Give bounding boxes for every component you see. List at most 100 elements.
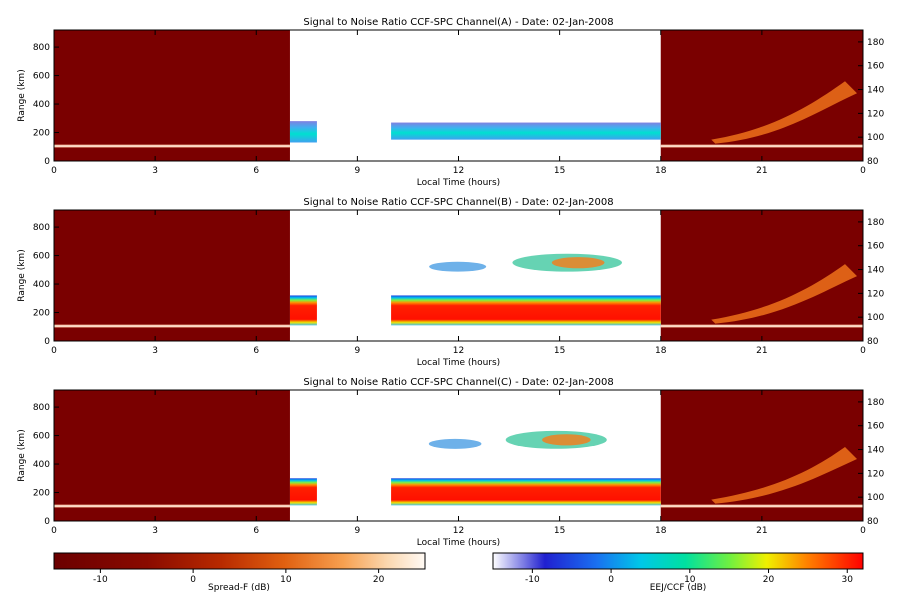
eej-ccf-layer [391,122,661,140]
eej-ccf-layer [391,478,661,506]
eej-ccf-layer [391,295,661,326]
colorbar-tick-label: 0 [190,575,196,585]
eej-ccf-colorbar-ticks: -10 0 10 20 30 [525,569,853,585]
spread-f-background [54,30,290,161]
eej-ccf-colorbar: -10 0 10 20 30 EEJ/CCF (dB) [492,552,864,593]
colorbar-tick-label: 30 [842,575,854,585]
y-right-tick-label: 80 [867,517,879,527]
x-tick-label: 21 [756,526,767,536]
x-tick-label: 0 [51,166,57,176]
x-tick-label: 6 [253,346,259,356]
panels-layer: Signal to Noise Ratio CCF-SPC Channel(A)… [17,17,884,548]
y-left-tick-label: 0 [44,517,50,527]
ccf-echo-core [551,257,605,269]
ccf-echo-core [542,434,591,446]
y-right-tick-label: 140 [867,446,884,456]
y-left-tick-label: 0 [44,157,50,167]
x-tick-label: 9 [355,526,361,536]
x-tick-label: 18 [655,526,667,536]
x-axis-label: Local Time (hours) [417,538,500,548]
y-left-tick-label: 200 [33,129,50,139]
colorbar-tick-label: 10 [280,575,292,585]
y-left-tick-label: 400 [33,280,50,290]
x-tick-label: 9 [355,346,361,356]
panel-title: Signal to Noise Ratio CCF-SPC Channel(A)… [303,17,613,28]
y-left-tick-label: 800 [33,223,50,233]
ccf-echo-west [429,261,487,272]
spread-f-colorbar-label: Spread-F (dB) [208,583,270,593]
x-tick-label: 12 [453,346,464,356]
y-right-tick-label: 180 [867,218,884,228]
y-left-tick-label: 200 [33,309,50,319]
colorbar-tick-label: -10 [93,575,108,585]
y-right-tick-label: 140 [867,266,884,276]
ccf-echo-west [428,438,482,449]
x-tick-label: 12 [453,166,464,176]
y-left-tick-label: 0 [44,337,50,347]
x-axis-label: Local Time (hours) [417,358,500,368]
x-tick-label: 15 [554,346,565,356]
y-left-tick-label: 200 [33,489,50,499]
x-tick-label: 0 [51,526,57,536]
panel-1: Signal to Noise Ratio CCF-SPC Channel(B)… [17,197,884,368]
x-axis-label: Local Time (hours) [417,178,500,188]
x-tick-label: 0 [860,526,866,536]
y-left-tick-label: 800 [33,43,50,53]
y-right-tick-label: 120 [867,109,884,119]
y-left-tick-label: 400 [33,100,50,110]
y-right-tick-label: 140 [867,86,884,96]
y-right-tick-label: 120 [867,469,884,479]
panel-title: Signal to Noise Ratio CCF-SPC Channel(B)… [303,197,613,208]
x-tick-label: 3 [152,346,158,356]
colorbar-tick-label: -10 [525,575,540,585]
y-right-tick-label: 100 [867,313,884,323]
x-tick-label: 3 [152,526,158,536]
y-left-tick-label: 600 [33,432,50,442]
y-axis-label: Range (km) [17,249,27,301]
panel-2: Signal to Noise Ratio CCF-SPC Channel(C)… [17,377,884,548]
y-axis-label: Range (km) [17,429,27,481]
eej-ccf-layer [289,295,317,326]
spread-f-colorbar: -10 0 10 20 Spread-F (dB) [53,552,426,593]
x-tick-label: 18 [655,346,667,356]
eej-ccf-colorbar-label: EEJ/CCF (dB) [650,583,707,593]
panel-0: Signal to Noise Ratio CCF-SPC Channel(A)… [17,17,884,188]
x-tick-label: 0 [860,166,866,176]
y-left-tick-label: 800 [33,403,50,413]
y-right-tick-label: 120 [867,289,884,299]
x-tick-label: 12 [453,526,464,536]
colorbar-tick-label: 10 [684,575,696,585]
y-left-tick-label: 400 [33,460,50,470]
eej-ccf-layer [289,121,317,143]
x-tick-label: 15 [554,526,565,536]
panel-title: Signal to Noise Ratio CCF-SPC Channel(C)… [303,377,613,388]
eej-ccf-layer [289,478,317,506]
spread-f-plume [711,264,857,324]
y-right-tick-label: 100 [867,133,884,143]
spread-f-colorbar-gradient [53,552,426,570]
x-tick-label: 0 [51,346,57,356]
spread-f-plume [711,446,857,504]
spread-f-colorbar-ticks: -10 0 10 20 [93,569,385,585]
spread-f-background [660,390,863,521]
x-tick-label: 21 [756,346,767,356]
eej-ccf-colorbar-gradient [492,552,864,570]
y-right-tick-label: 160 [867,62,884,72]
x-tick-label: 0 [860,346,866,356]
y-left-tick-label: 600 [33,72,50,82]
y-right-tick-label: 80 [867,157,879,167]
x-tick-label: 9 [355,166,361,176]
y-right-tick-label: 180 [867,398,884,408]
x-tick-label: 21 [756,166,767,176]
y-right-tick-label: 100 [867,493,884,503]
y-right-tick-label: 160 [867,242,884,252]
x-tick-label: 6 [253,526,259,536]
x-tick-label: 15 [554,166,565,176]
y-right-tick-label: 160 [867,422,884,432]
x-tick-label: 18 [655,166,667,176]
spread-f-plume [711,81,857,144]
y-axis-label: Range (km) [17,69,27,121]
spread-f-background [54,210,290,341]
